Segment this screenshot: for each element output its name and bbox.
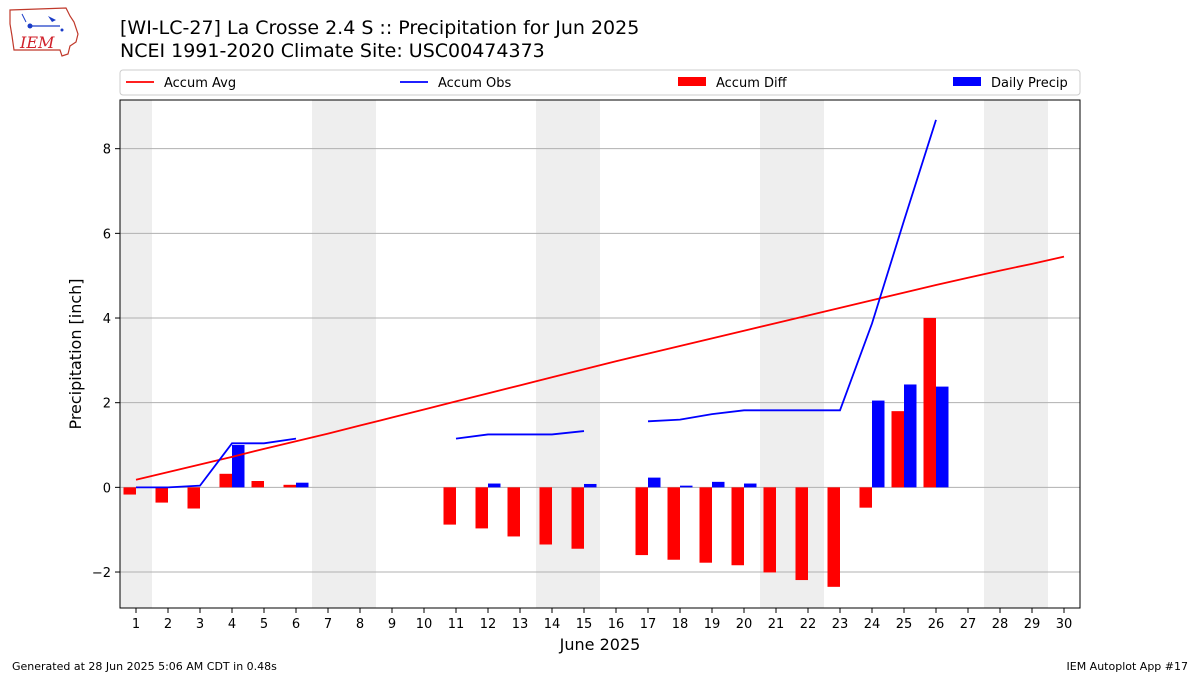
- accum-diff-bar: [539, 487, 552, 545]
- daily-precip-bar: [232, 445, 245, 488]
- x-tick-label: 26: [928, 617, 945, 632]
- x-tick-label: 4: [228, 617, 236, 632]
- x-tick-label: 6: [292, 617, 300, 632]
- accum-diff-bar: [155, 487, 168, 503]
- daily-precip-bar: [584, 483, 597, 488]
- accum-obs-line: [647, 119, 937, 423]
- daily-precip-bar: [936, 386, 949, 488]
- legend-label: Accum Avg: [164, 76, 236, 91]
- accum-avg-line: [135, 255, 1065, 481]
- x-tick-label: 18: [672, 617, 689, 632]
- accum-diff-bar: [667, 487, 680, 560]
- iem-logo: IEM: [8, 6, 82, 62]
- x-tick-label: 25: [896, 617, 913, 632]
- app-note: IEM Autoplot App #17: [1066, 660, 1189, 673]
- accum-diff-bar: [475, 487, 488, 529]
- x-tick-label: 2: [164, 617, 172, 632]
- x-tick-label: 23: [832, 617, 849, 632]
- weekend-band: [120, 100, 152, 608]
- accum-obs-line: [455, 430, 585, 440]
- legend-label: Daily Precip: [991, 76, 1068, 91]
- daily-precip-bar: [488, 483, 501, 488]
- x-tick-label: 13: [512, 617, 529, 632]
- y-tick-label: 0: [103, 481, 111, 496]
- daily-precip-bar: [904, 384, 917, 488]
- legend-label: Accum Diff: [716, 76, 788, 91]
- svg-text:IEM: IEM: [19, 33, 55, 52]
- weekend-band: [312, 100, 376, 608]
- x-tick-label: 27: [960, 617, 977, 632]
- x-tick-label: 17: [640, 617, 657, 632]
- daily-precip-bar: [744, 483, 757, 488]
- legend-swatch: [678, 77, 706, 86]
- x-tick-label: 14: [544, 617, 561, 632]
- x-axis-label: June 2025: [559, 635, 641, 654]
- accum-diff-bar: [731, 487, 744, 566]
- accum-diff-bar: [219, 473, 232, 488]
- accum-diff-bar: [635, 487, 648, 556]
- daily-precip-bar: [680, 485, 693, 488]
- x-tick-label: 12: [480, 617, 497, 632]
- accum-diff-bar: [571, 487, 584, 549]
- weekend-band: [984, 100, 1048, 608]
- x-tick-label: 22: [800, 617, 817, 632]
- plot-frame: [119, 99, 1081, 609]
- x-tick-label: 16: [608, 617, 625, 632]
- x-tick-label: 28: [992, 617, 1009, 632]
- x-tick-label: 5: [260, 617, 268, 632]
- x-tick-label: 7: [324, 617, 332, 632]
- daily-precip-bar: [648, 477, 661, 488]
- x-tick-label: 19: [704, 617, 721, 632]
- accum-diff-bar: [795, 487, 808, 581]
- accum-diff-bar: [699, 487, 712, 563]
- y-axis-label: Precipitation [inch]: [66, 278, 85, 429]
- accum-diff-bar: [251, 481, 264, 488]
- chart-subtitle: NCEI 1991-2020 Climate Site: USC00474373: [120, 40, 545, 62]
- x-tick-label: 3: [196, 617, 204, 632]
- x-tick-label: 11: [448, 617, 465, 632]
- daily-precip-bar: [712, 481, 725, 488]
- chart-title: [WI-LC-27] La Crosse 2.4 S :: Precipitat…: [120, 17, 640, 39]
- x-tick-label: 1: [132, 617, 140, 632]
- generated-note: Generated at 28 Jun 2025 5:06 AM CDT in …: [12, 660, 277, 673]
- accum-obs-line: [136, 437, 297, 489]
- x-tick-label: 21: [768, 617, 785, 632]
- legend-swatch: [953, 77, 981, 86]
- accum-diff-bar: [763, 487, 776, 573]
- daily-precip-bar: [872, 400, 885, 488]
- accum-diff-bar: [891, 411, 904, 488]
- y-tick-label: 6: [103, 227, 111, 242]
- accum-diff-bar: [123, 487, 136, 495]
- legend-label: Accum Obs: [438, 76, 511, 91]
- y-tick-label: 8: [103, 143, 111, 158]
- accum-diff-bar: [283, 484, 296, 488]
- accum-diff-bar: [827, 487, 840, 587]
- x-tick-label: 24: [864, 617, 881, 632]
- accum-diff-bar: [187, 487, 200, 509]
- y-tick-label: −2: [92, 566, 111, 581]
- accum-diff-bar: [443, 487, 456, 525]
- y-tick-label: 2: [103, 397, 111, 412]
- accum-diff-bar: [507, 487, 520, 537]
- x-tick-label: 8: [356, 617, 364, 632]
- x-tick-label: 10: [416, 617, 433, 632]
- daily-precip-bar: [296, 482, 309, 488]
- accum-diff-bar: [923, 318, 936, 488]
- x-tick-label: 9: [388, 617, 396, 632]
- x-tick-label: 29: [1024, 617, 1041, 632]
- x-tick-label: 30: [1056, 617, 1073, 632]
- x-tick-label: 20: [736, 617, 753, 632]
- y-tick-label: 4: [103, 312, 111, 327]
- legend-box: [119, 69, 1081, 96]
- x-tick-label: 15: [576, 617, 593, 632]
- accum-diff-bar: [859, 487, 872, 508]
